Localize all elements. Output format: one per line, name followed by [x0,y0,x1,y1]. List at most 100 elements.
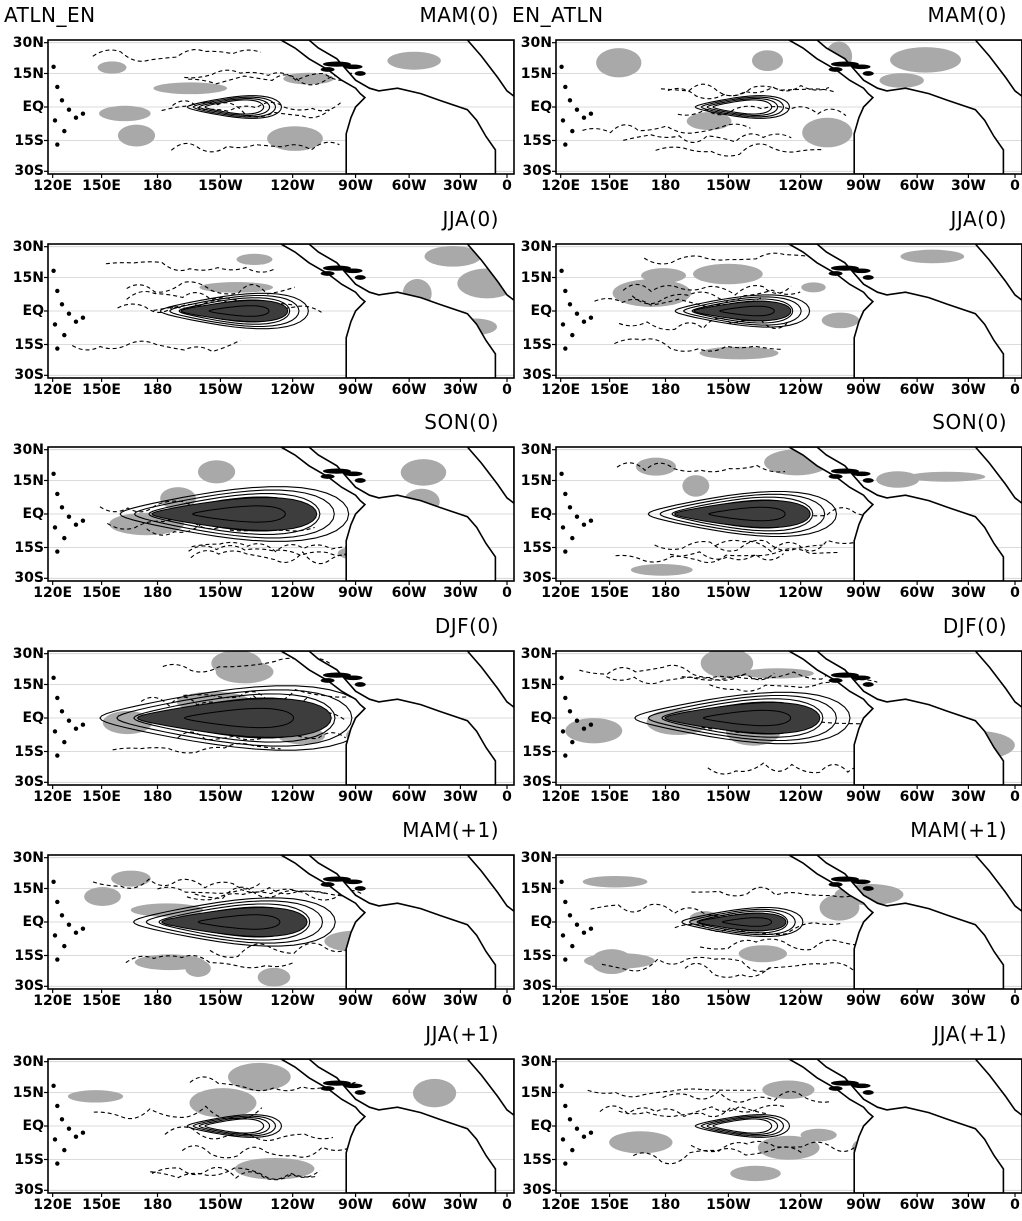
longitude-label: 120W [778,382,823,398]
africa-coastline [974,1059,1022,1117]
island [563,899,568,905]
positive-contour [700,96,785,118]
island [55,1161,60,1166]
longitude-label: 150W [198,993,243,1009]
island [55,753,60,758]
column-title: ATLN_EN [4,3,96,27]
latitude-label: 15S [14,336,44,353]
negative-contour [579,664,748,679]
significance-patch [400,459,447,486]
longitude-label: 120W [778,993,823,1009]
latitude-label: EQ [22,914,44,930]
latitude-label: 30S [14,1182,44,1199]
latitude-label: 15S [14,743,44,760]
positive-contour [671,496,814,532]
positive-contour [119,486,350,542]
island [73,1134,79,1139]
map-canvas [44,243,515,382]
negative-contour [150,1167,319,1180]
latitude-label: 30S [522,163,552,180]
positive-contour [198,1117,271,1135]
map-panel-left-row-3: SON(0) 30N 15N EQ 15S 30S 120E 150E 180 150W 120W 9… [2,407,515,609]
island [581,319,587,324]
longitude-label: 150E [82,789,121,805]
significance-patch [699,346,779,360]
significance-patch [582,875,648,888]
longitude-label: 150W [706,178,751,194]
season-label: MAM(+1) [910,818,1007,842]
longitude-label: 120W [270,585,315,601]
positive-contour [186,95,283,119]
latitude-label: 30N [12,34,44,51]
island [574,311,580,316]
island [563,1103,568,1109]
positive-contour [661,698,824,738]
negative-contour [184,69,353,82]
island [354,1090,366,1095]
longitude-label: 90W [846,1197,882,1213]
island [574,1126,580,1131]
longitude-label: 120E [33,1197,73,1213]
strong-warming-area [161,907,308,937]
positive-contour [694,1114,791,1138]
longitude-label: 180 [650,178,681,194]
island [322,265,351,271]
longitude-label: 150E [590,382,629,398]
island [862,275,874,280]
map-canvas [552,1058,1022,1197]
negative-contour [188,72,357,86]
island [570,535,575,541]
negative-contour [690,1140,860,1153]
island [588,111,594,116]
island [567,505,573,510]
longitude-label: 150W [706,1197,751,1213]
significance-patch [641,268,687,283]
significance-patch [751,50,784,72]
latitude-label: 30N [520,645,552,662]
significance-patch [67,1090,124,1103]
inner-contour [702,709,792,727]
significance-patch [111,870,151,887]
latitude-label: 15S [522,1151,552,1168]
column-title: EN_ATLN [512,3,604,27]
africa-coastline [466,244,514,302]
positive-contour [132,897,336,947]
longitude-label: 120E [33,993,73,1009]
longitude-label: 60W [899,585,935,601]
positive-contour [159,292,309,330]
significance-patch [890,47,962,73]
map-panel-right-row-3: SON(0) 30N 15N EQ 15S 30S 120E 150E 180 150W 120W 9… [510,407,1022,609]
latitude-label: 15N [12,472,44,489]
map-panel-right-row-5: MAM(+1) 30N 15N EQ 15S 30S 120E 150E 180 150W 120W… [510,815,1022,1017]
negative-contour [188,545,357,557]
significance-patch [730,1165,781,1182]
inner-contour [208,305,270,317]
island [581,930,587,935]
longitude-label: 150E [82,993,121,1009]
significance-patch [907,471,986,482]
negative-contour [126,290,295,306]
negative-contour [126,281,295,295]
latitude-label: 15S [522,132,552,149]
island [59,709,65,714]
significance-patch [738,945,787,963]
season-label: DJF(0) [434,614,499,638]
longitude-label: 120E [33,789,73,805]
negative-contour [684,962,854,978]
negative-contour [615,551,784,563]
island [560,322,566,327]
significance-patch [130,903,204,917]
longitude-label: 180 [142,1197,173,1213]
map-panel-left-row-2: JJA(0) 30N 15N EQ 15S 30S 120E 150E 180 150W 120W 9… [2,204,515,406]
longitude-label: 120W [778,789,823,805]
longitude-label: 150W [198,585,243,601]
positive-contour [204,99,265,115]
negative-contour [186,888,355,901]
negative-contour [616,462,786,473]
island [322,468,351,474]
longitude-label: 150E [590,1197,629,1213]
island [343,675,363,681]
island [80,518,86,523]
island [51,675,56,680]
island [62,739,67,745]
